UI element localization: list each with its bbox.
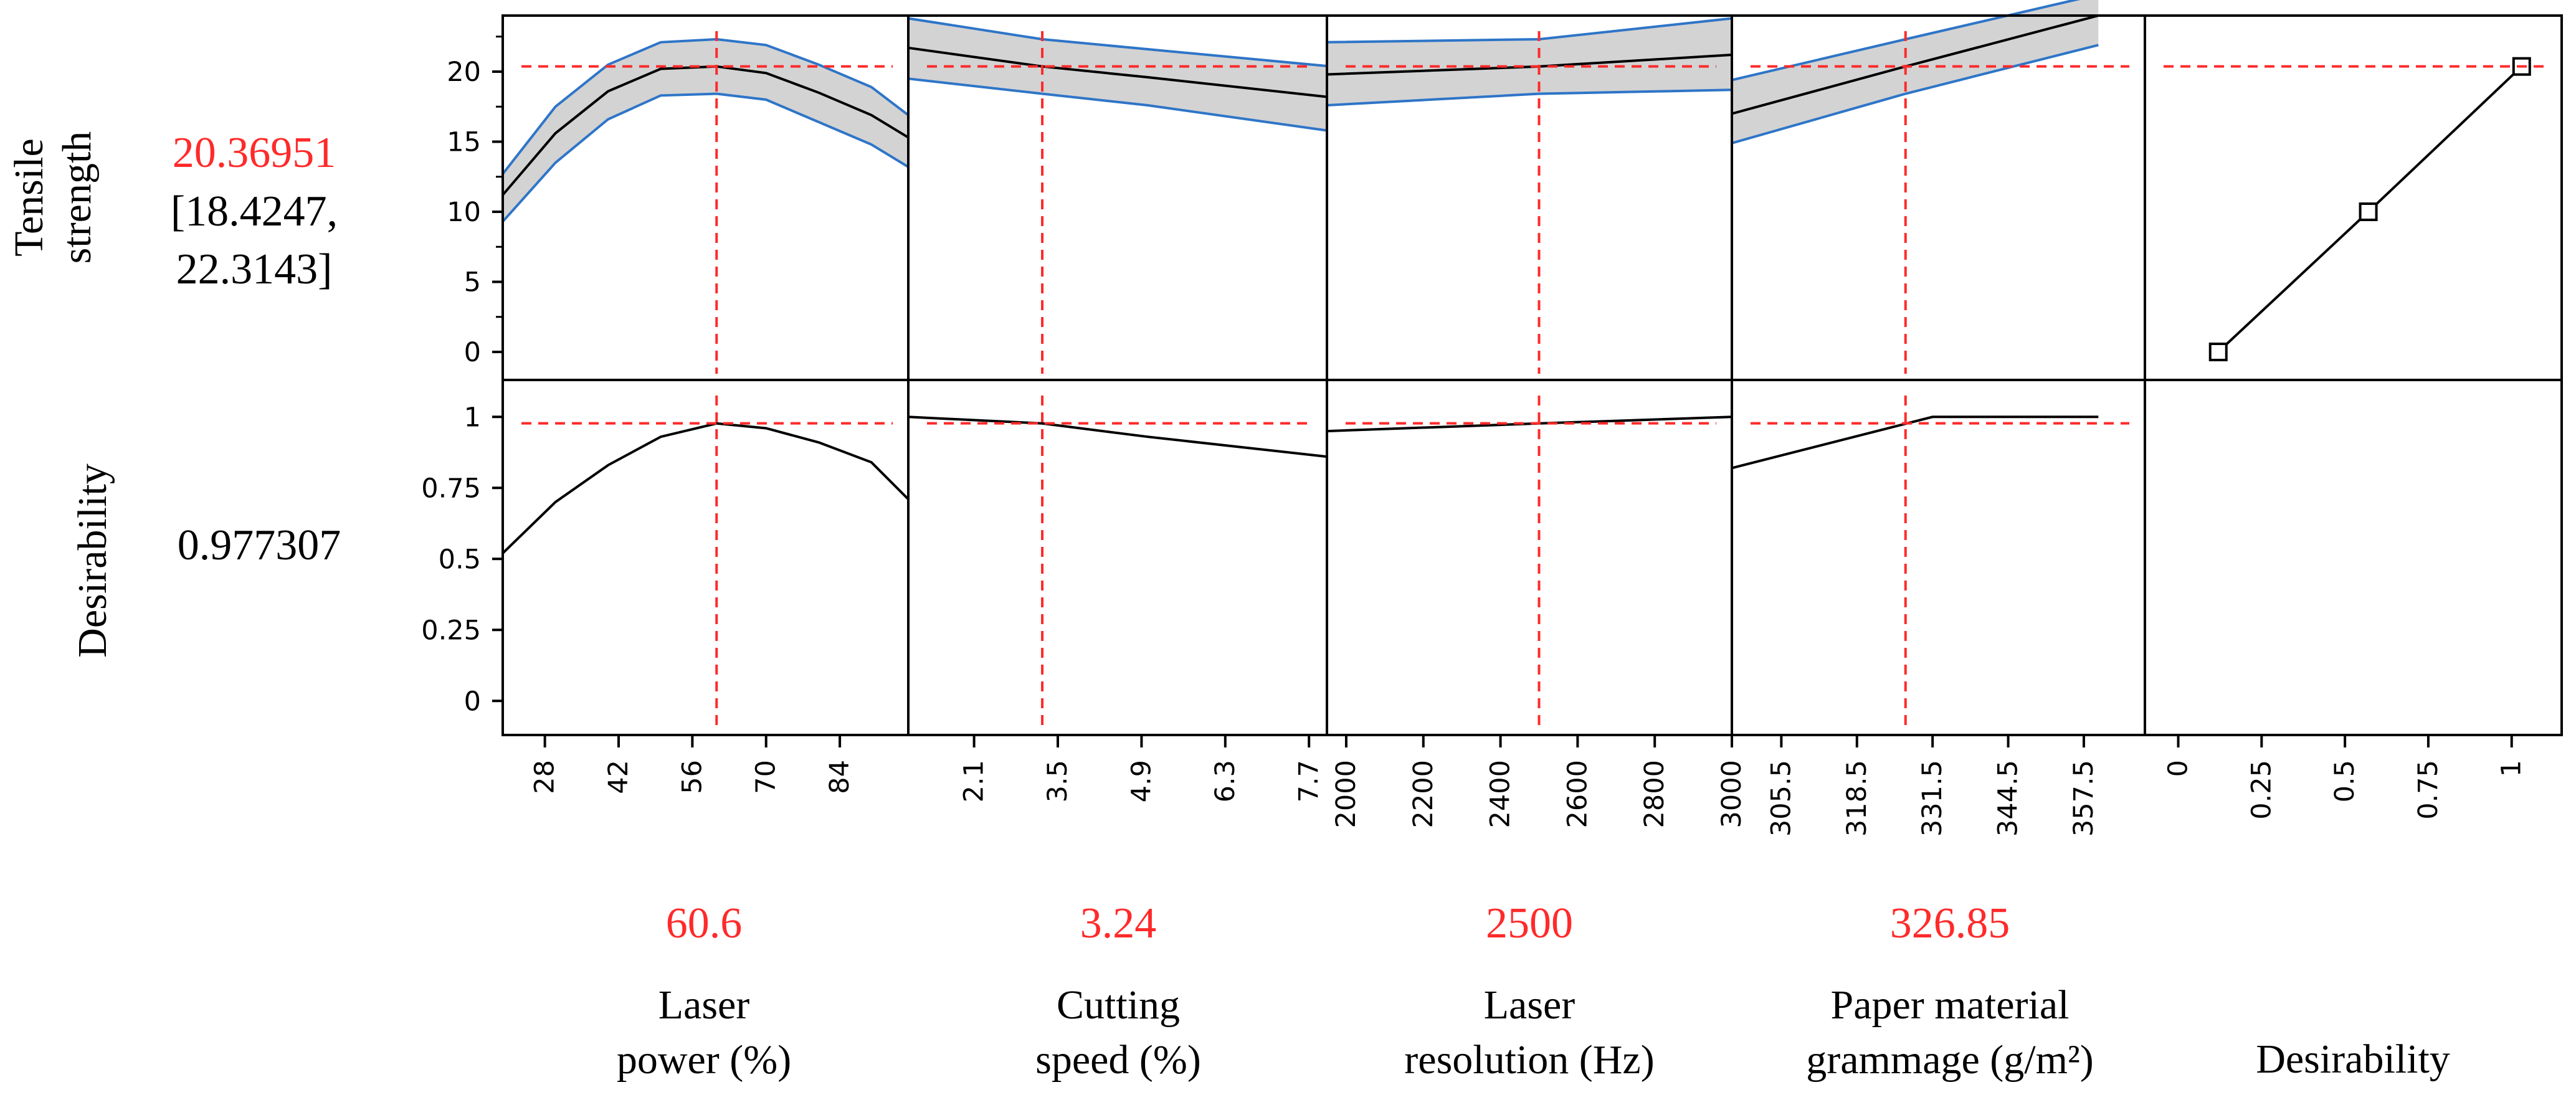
x-tick-label-3-3: 344.5 — [1993, 760, 2024, 837]
factor-title-0-line-1: Laser — [658, 982, 750, 1028]
current-value-0: 60.6 — [666, 899, 743, 947]
x-tick-label-1-0: 2.1 — [959, 760, 990, 802]
factor-title-1-line-1: Cutting — [1057, 982, 1180, 1028]
current-value-3: 326.85 — [1890, 899, 2010, 947]
x-tick-label-3-4: 357.5 — [2068, 760, 2099, 837]
x-tick-label-2-4: 2800 — [1639, 760, 1670, 828]
factor-title-2-line-2: resolution (Hz) — [1404, 1037, 1654, 1083]
lower-bound-line-0 — [501, 92, 910, 223]
x-tick-label-3-0: 305.5 — [1766, 760, 1797, 837]
y-tick-label-desirability-0: 0 — [464, 686, 481, 717]
desirability-point-1 — [2359, 202, 2378, 221]
tensile-curve-1 — [908, 46, 1328, 98]
lower-bound-line-3 — [1731, 44, 2099, 145]
y-tick-label-tensile-1: 5 — [464, 267, 481, 298]
factor-title-4-line-1: Desirability — [2256, 1036, 2450, 1082]
factor-title-3-line-1: Paper material — [1831, 982, 2070, 1028]
current-value-1: 3.24 — [1080, 899, 1157, 947]
x-tick-label-1-1: 3.5 — [1042, 760, 1073, 802]
upper-bound-line-1 — [908, 17, 1328, 67]
desirability-point-0 — [2208, 343, 2228, 361]
y-tick-label-tensile-3: 15 — [447, 127, 481, 158]
y-tick-label-desirability-2: 0.5 — [439, 544, 481, 575]
x-tick-label-1-2: 4.9 — [1126, 760, 1157, 802]
x-tick-label-0-2: 56 — [677, 760, 708, 794]
row-label-tensile-line-1: Tensile — [6, 138, 52, 257]
x-tick-label-4-1: 0.25 — [2246, 760, 2277, 820]
y-tick-label-desirability-3: 0.75 — [421, 473, 481, 504]
factor-title-2-line-1: Laser — [1484, 982, 1576, 1028]
y-tick-label-desirability-1: 0.25 — [421, 615, 481, 646]
plot-frame — [501, 14, 2563, 736]
tensile-curve-3 — [1731, 14, 2099, 115]
y-tick-label-tensile-2: 10 — [447, 197, 481, 228]
x-tick-label-2-3: 2600 — [1562, 760, 1593, 828]
x-tick-label-4-0: 0 — [2163, 760, 2194, 777]
confidence-band-2 — [1327, 18, 1732, 105]
tensile-interval-line-1: [18.4247, — [171, 187, 338, 235]
x-tick-label-3-2: 331.5 — [1917, 760, 1948, 837]
x-tick-label-2-2: 2400 — [1485, 760, 1516, 828]
y-tick-label-tensile-4: 20 — [447, 57, 481, 88]
factor-title-3-line-2: grammage (g/m²) — [1806, 1037, 2093, 1083]
factor-title-1-line-2: speed (%) — [1035, 1037, 1201, 1083]
confidence-band-3 — [1732, 0, 2099, 143]
desirability-curve-0 — [501, 422, 910, 554]
x-tick-label-3-1: 318.5 — [1842, 760, 1873, 837]
tensile-interval-line-2: 22.3143] — [176, 245, 333, 293]
x-tick-label-2-0: 2000 — [1331, 760, 1362, 828]
x-tick-label-4-3: 0.75 — [2413, 760, 2444, 820]
factor-title-0-line-2: power (%) — [617, 1037, 791, 1083]
desirability-curve-1 — [908, 415, 1328, 458]
x-tick-label-2-5: 3000 — [1716, 760, 1747, 828]
x-tick-label-1-3: 6.3 — [1210, 760, 1241, 802]
lower-bound-line-2 — [1326, 88, 1732, 107]
row-label-desirability: Desirability — [70, 463, 115, 658]
x-tick-label-0-1: 42 — [603, 760, 634, 794]
x-tick-label-0-4: 84 — [824, 760, 855, 794]
current-value-2: 2500 — [1486, 899, 1573, 947]
lower-bound-line-1 — [908, 77, 1328, 132]
x-tick-label-4-2: 0.5 — [2329, 760, 2360, 802]
row-label-tensile-line-2: strength — [54, 131, 100, 264]
y-tick-label-tensile-0: 0 — [464, 337, 481, 368]
y-tick-label-desirability-4: 1 — [464, 402, 481, 433]
x-tick-label-0-0: 28 — [530, 760, 561, 794]
x-tick-label-1-4: 7.7 — [1293, 760, 1324, 802]
desirability-value: 0.977307 — [178, 521, 341, 569]
x-tick-label-0-3: 70 — [751, 760, 782, 794]
desirability-curve-3 — [1731, 415, 2099, 470]
x-tick-label-2-1: 2200 — [1408, 760, 1439, 828]
tensile-predicted-value: 20.36951 — [173, 129, 336, 177]
x-tick-label-4-4: 1 — [2496, 760, 2527, 777]
confidence-band-0 — [503, 39, 908, 222]
